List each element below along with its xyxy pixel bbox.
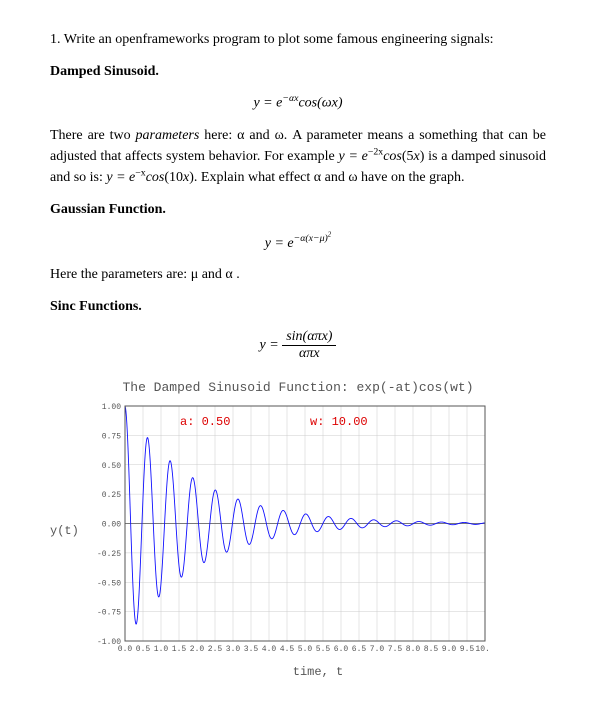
- svg-text:-0.25: -0.25: [97, 550, 121, 559]
- svg-text:7.5: 7.5: [388, 645, 403, 654]
- svg-text:6.5: 6.5: [352, 645, 367, 654]
- plot-area: y(t) a: 0.50 w: 10.00 0.00.51.01.52.02.5…: [90, 401, 546, 661]
- sinc-numerator: sin(απx): [282, 329, 336, 346]
- para-gaussian: Here the parameters are: μ and α .: [50, 265, 546, 285]
- svg-text:8.5: 8.5: [424, 645, 439, 654]
- svg-text:0.75: 0.75: [102, 432, 121, 441]
- svg-text:3.0: 3.0: [226, 645, 241, 654]
- equation-sinc: y = sin(απx) απx: [50, 329, 546, 362]
- svg-text:0.00: 0.00: [102, 520, 121, 529]
- section-title-gaussian: Gaussian Function.: [50, 200, 546, 220]
- svg-text:0.5: 0.5: [136, 645, 151, 654]
- svg-text:7.0: 7.0: [370, 645, 385, 654]
- svg-text:10.0: 10.0: [475, 645, 490, 654]
- y-axis-label: y(t): [50, 524, 79, 538]
- section-title-damped: Damped Sinusoid.: [50, 62, 546, 82]
- svg-text:4.5: 4.5: [280, 645, 295, 654]
- para-damped: There are two parameters here: α and ω. …: [50, 126, 546, 188]
- svg-text:-1.00: -1.00: [97, 638, 121, 647]
- svg-text:2.5: 2.5: [208, 645, 223, 654]
- svg-text:1.00: 1.00: [102, 403, 121, 412]
- question-number: 1. Write an openframeworks program to pl…: [50, 30, 546, 50]
- svg-text:5.0: 5.0: [298, 645, 313, 654]
- svg-text:0.25: 0.25: [102, 491, 121, 500]
- plot-svg: 0.00.51.01.52.02.53.03.54.04.55.05.56.06…: [90, 401, 490, 661]
- svg-text:6.0: 6.0: [334, 645, 349, 654]
- svg-text:1.0: 1.0: [154, 645, 169, 654]
- sinc-denominator: απx: [282, 346, 336, 362]
- equation-damped: y = e−αxcos(ωx): [50, 93, 546, 112]
- svg-text:8.0: 8.0: [406, 645, 421, 654]
- chart-title: The Damped Sinusoid Function: exp(-at)co…: [50, 380, 546, 395]
- svg-text:0.50: 0.50: [102, 461, 121, 470]
- svg-text:9.5: 9.5: [460, 645, 475, 654]
- section-title-sinc: Sinc Functions.: [50, 297, 546, 317]
- svg-text:2.0: 2.0: [190, 645, 205, 654]
- x-axis-label: time, t: [90, 665, 546, 679]
- svg-text:-0.50: -0.50: [97, 579, 121, 588]
- svg-text:-0.75: -0.75: [97, 608, 121, 617]
- param-a-label: a: 0.50: [180, 415, 230, 429]
- svg-text:4.0: 4.0: [262, 645, 277, 654]
- svg-text:3.5: 3.5: [244, 645, 259, 654]
- svg-text:9.0: 9.0: [442, 645, 457, 654]
- chart-container: The Damped Sinusoid Function: exp(-at)co…: [50, 380, 546, 679]
- text-italic: parameters: [136, 128, 200, 143]
- param-w-label: w: 10.00: [310, 415, 368, 429]
- svg-text:5.5: 5.5: [316, 645, 331, 654]
- equation-gaussian: y = e−α(x−μ)2: [50, 232, 546, 252]
- svg-text:1.5: 1.5: [172, 645, 187, 654]
- text-fragment: There are two: [50, 128, 136, 143]
